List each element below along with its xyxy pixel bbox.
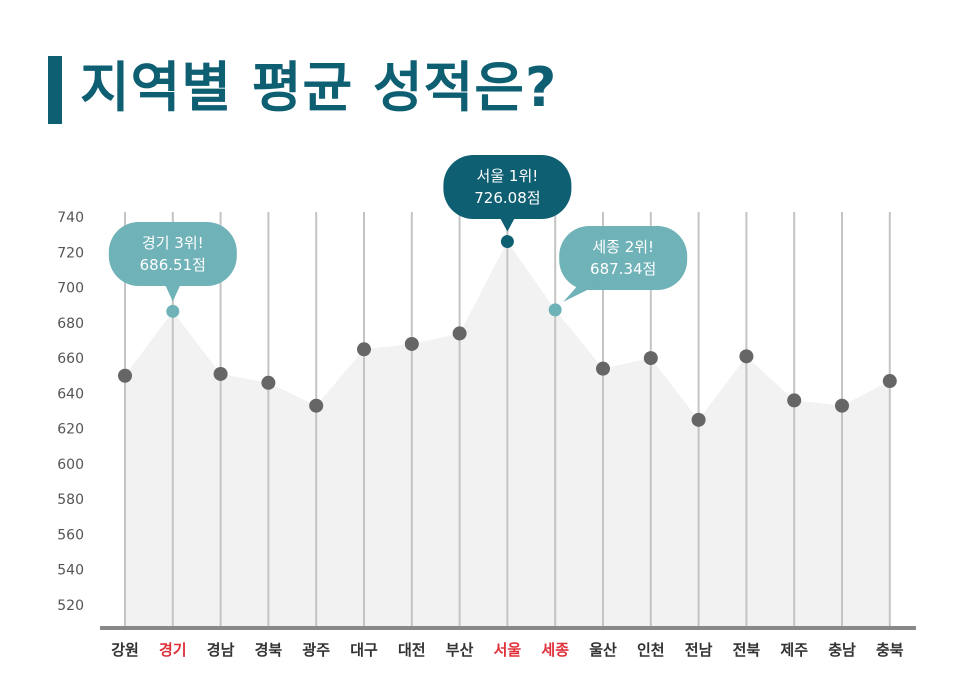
x-tick-label: 울산 xyxy=(589,641,617,659)
callout-score-label: 687.34점 xyxy=(590,260,656,278)
y-tick-label: 700 xyxy=(57,281,84,297)
data-point xyxy=(835,398,849,413)
data-point xyxy=(118,368,132,383)
callout-bubble xyxy=(108,222,237,286)
x-tick-label: 광주 xyxy=(302,641,330,659)
x-tick-label: 대구 xyxy=(350,641,378,659)
data-point xyxy=(596,361,610,376)
callout-tail xyxy=(498,215,517,232)
x-tick-label: 서울 xyxy=(494,641,522,659)
data-point xyxy=(213,366,228,381)
data-point xyxy=(739,349,754,364)
title-accent-bar xyxy=(48,56,62,124)
data-point xyxy=(548,303,562,317)
data-point xyxy=(309,398,324,413)
callout-rank-label: 세종 2위! xyxy=(592,238,654,256)
data-point xyxy=(643,351,658,366)
data-point xyxy=(500,235,514,249)
callout-서울: 서울 1위! 726.08점 xyxy=(443,155,572,232)
y-tick-label: 540 xyxy=(57,563,84,579)
x-tick-label: 부산 xyxy=(446,641,474,659)
y-tick-label: 600 xyxy=(57,457,84,473)
x-tick-label: 인천 xyxy=(637,641,665,659)
x-tick-label: 전남 xyxy=(685,641,713,659)
x-tick-label: 세종 xyxy=(541,641,569,659)
data-point xyxy=(452,326,467,341)
y-tick-label: 620 xyxy=(57,422,84,438)
x-tick-label: 대전 xyxy=(398,641,426,659)
y-tick-label: 580 xyxy=(57,492,84,508)
callout-rank-label: 서울 1위! xyxy=(477,167,539,185)
x-tick-label: 충북 xyxy=(876,641,904,659)
callout-bubble xyxy=(443,155,572,219)
callout-bubble xyxy=(559,226,688,290)
data-point xyxy=(404,336,419,351)
callout-세종: 세종 2위! 687.34점 xyxy=(559,226,688,302)
data-point xyxy=(261,375,276,390)
callout-score-label: 686.51점 xyxy=(140,256,206,274)
x-tick-label: 충남 xyxy=(828,641,856,659)
y-tick-label: 680 xyxy=(57,316,84,332)
data-point xyxy=(691,412,706,427)
y-tick-label: 740 xyxy=(57,210,84,226)
y-tick-label: 720 xyxy=(57,245,84,261)
callout-score-label: 726.08점 xyxy=(474,189,540,207)
page-title: 지역별 평균 성적은? xyxy=(80,56,558,119)
data-point xyxy=(882,374,897,389)
callout-경기: 경기 3위! 686.51점 xyxy=(108,222,237,302)
x-tick-label: 제주 xyxy=(780,641,808,659)
x-tick-label: 전북 xyxy=(733,641,761,659)
data-point xyxy=(166,304,180,318)
y-tick-label: 660 xyxy=(57,351,84,367)
callout-tail xyxy=(163,282,182,302)
data-point xyxy=(357,342,371,357)
y-tick-label: 640 xyxy=(57,386,84,402)
y-tick-label: 560 xyxy=(57,527,84,543)
callout-tail xyxy=(563,284,600,302)
x-tick-label: 경북 xyxy=(255,641,283,659)
x-tick-label: 경기 xyxy=(159,641,187,659)
data-point xyxy=(787,393,802,408)
x-tick-label: 경남 xyxy=(207,641,235,659)
x-tick-label: 강원 xyxy=(111,641,139,659)
callout-rank-label: 경기 3위! xyxy=(142,234,204,252)
y-tick-label: 520 xyxy=(57,598,84,614)
